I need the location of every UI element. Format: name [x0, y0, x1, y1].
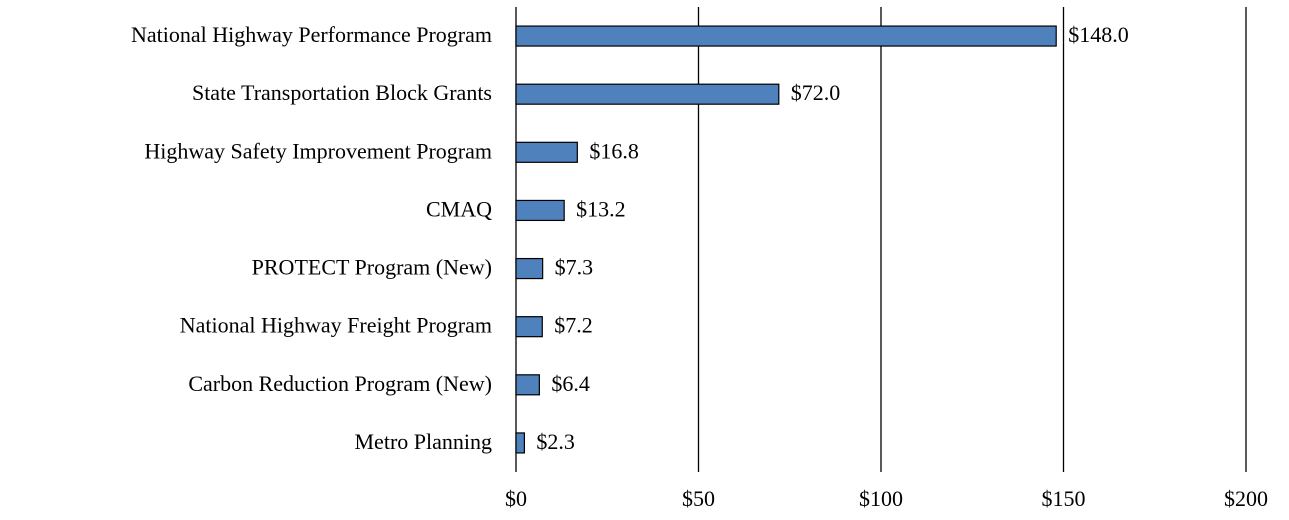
x-tick-label: $200 [1224, 486, 1268, 511]
bar [515, 432, 525, 454]
bar [515, 141, 578, 163]
x-tick-label: $150 [1042, 486, 1086, 511]
y-tick-label: National Highway Freight Program [180, 313, 492, 338]
value-label: $2.3 [536, 429, 575, 454]
y-tick-label: State Transportation Block Grants [192, 80, 492, 105]
value-label: $148.0 [1068, 22, 1129, 47]
value-label: $6.4 [551, 371, 590, 396]
value-label: $7.2 [554, 313, 593, 338]
y-tick-label: CMAQ [426, 196, 492, 221]
y-tick-label: Metro Planning [355, 429, 493, 454]
value-label: $7.3 [555, 255, 594, 280]
bar [515, 316, 543, 338]
bar [515, 257, 544, 280]
y-tick-label: PROTECT Program (New) [252, 255, 492, 280]
bar [515, 25, 1057, 47]
x-tick-label: $0 [505, 486, 527, 511]
y-tick-label: Carbon Reduction Program (New) [188, 371, 492, 396]
y-tick-label: National Highway Performance Program [131, 22, 492, 47]
value-label: $16.8 [589, 138, 639, 163]
bar [515, 199, 565, 222]
bar [515, 83, 780, 105]
value-label: $13.2 [576, 196, 626, 221]
x-tick-label: $100 [859, 486, 903, 511]
y-tick-label: Highway Safety Improvement Program [144, 138, 492, 163]
x-tick-label: $50 [682, 486, 715, 511]
bar [515, 374, 540, 396]
value-label: $72.0 [791, 80, 841, 105]
